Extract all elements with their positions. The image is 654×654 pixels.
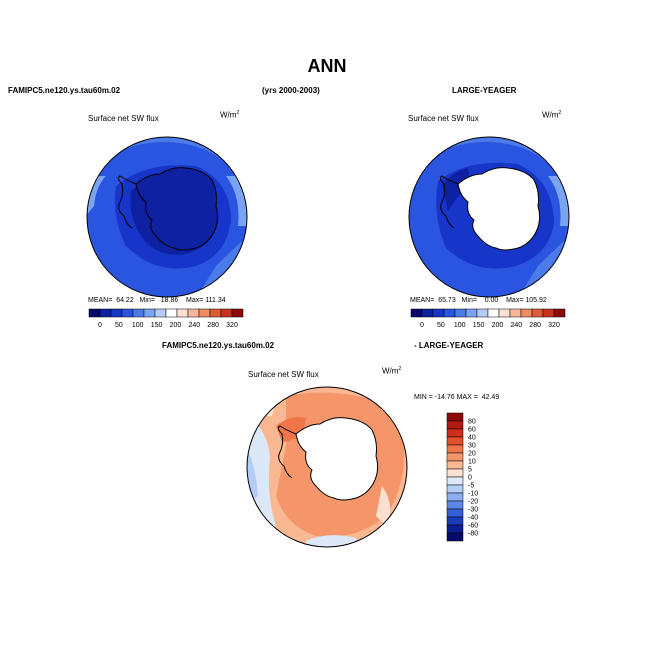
years-header: (yrs 2000-2003) — [262, 86, 320, 95]
diff-colorbar-box — [446, 444, 464, 454]
left-colorbar-tick: 50 — [115, 322, 123, 329]
right-polar-map — [408, 136, 570, 298]
left-colorbar-box — [121, 308, 134, 318]
diff-colorbar-box — [446, 524, 464, 534]
diff-case2-header: - LARGE-YEAGER — [414, 341, 484, 350]
left-colorbar-tick: 0 — [98, 322, 102, 329]
left-colorbar-box — [165, 308, 178, 318]
right-colorbar-tick: 200 — [492, 322, 504, 329]
left-colorbar-box — [209, 308, 222, 318]
diff-colorbar-box — [446, 420, 464, 430]
left-colorbar-box — [154, 308, 167, 318]
right-colorbar-box — [443, 308, 456, 318]
right-colorbar-box — [432, 308, 445, 318]
diff-colorbar-box — [446, 476, 464, 486]
left-colorbar-box — [88, 308, 101, 318]
right-colorbar-tick: 240 — [510, 322, 522, 329]
diff-colorbar-box — [446, 500, 464, 510]
diff-colorbar-tick: 0 — [468, 475, 472, 482]
diff-colorbar-box — [446, 468, 464, 478]
right-units-label: W/m2 — [542, 110, 562, 120]
right-colorbar-box — [498, 308, 511, 318]
right-colorbar-box — [553, 308, 566, 318]
diff-colorbar-tick: 30 — [468, 443, 476, 450]
left-colorbar-box — [143, 308, 156, 318]
diff-colorbar-box — [446, 460, 464, 470]
diff-colorbar-tick: -60 — [468, 523, 478, 530]
diff-colorbar-tick: 5 — [468, 467, 472, 474]
left-polar-map — [86, 136, 248, 298]
diff-colorbar-box — [446, 484, 464, 494]
case1-header: FAMIPC5.ne120.ys.tau60m.02 — [8, 86, 121, 95]
right-colorbar-box — [487, 308, 500, 318]
left-stats: MEAN= 64.22 Min= 18.86 Max= 111.34 — [88, 297, 226, 304]
right-colorbar-box — [410, 308, 423, 318]
diff-case1-header: FAMIPC5.ne120.ys.tau60m.02 — [162, 341, 275, 350]
diff-colorbar-tick: -30 — [468, 507, 478, 514]
diff-colorbar-tick: -5 — [468, 483, 474, 490]
right-colorbar-box — [465, 308, 478, 318]
diff-colorbar-tick: -20 — [468, 499, 478, 506]
right-colorbar-box — [454, 308, 467, 318]
diff-colorbar-tick: -10 — [468, 491, 478, 498]
left-colorbar-box — [187, 308, 200, 318]
right-colorbar-box — [421, 308, 434, 318]
left-variable-label: Surface net SW flux — [88, 114, 159, 123]
diff-stats: MIN = -14.76 MAX = 42.49 — [414, 394, 500, 401]
left-units-label: W/m2 — [220, 110, 240, 120]
diff-colorbar-tick: 40 — [468, 435, 476, 442]
diff-colorbar-box — [446, 532, 464, 542]
left-colorbar-box — [99, 308, 112, 318]
right-colorbar: 0 50 100 150 200 240 280 320 — [410, 308, 566, 329]
diff-colorbar-tick: -80 — [468, 531, 478, 538]
right-variable-label: Surface net SW flux — [408, 114, 479, 123]
right-colorbar-box — [531, 308, 544, 318]
diff-colorbar-tick: 80 — [468, 419, 476, 426]
diff-units-label: W/m2 — [382, 366, 402, 376]
diff-colorbar-box — [446, 492, 464, 502]
diff-colorbar-tick: 60 — [468, 427, 476, 434]
left-colorbar-box — [231, 308, 244, 318]
left-colorbar-tick: 200 — [170, 322, 182, 329]
left-colorbar-box — [132, 308, 145, 318]
diff-colorbar-box — [446, 508, 464, 518]
left-colorbar-box — [198, 308, 211, 318]
diff-colorbar-box — [446, 516, 464, 526]
right-colorbar-tick: 100 — [454, 322, 466, 329]
left-colorbar-tick: 280 — [207, 322, 219, 329]
diff-colorbar-tick: 10 — [468, 459, 476, 466]
diff-polar-map — [246, 386, 408, 548]
left-colorbar-tick: 240 — [188, 322, 200, 329]
figure-title: ANN — [307, 56, 347, 76]
right-colorbar-box — [509, 308, 522, 318]
diff-variable-label: Surface net SW flux — [248, 370, 319, 379]
left-colorbar-box — [110, 308, 123, 318]
diff-colorbar-box — [446, 428, 464, 438]
left-colorbar-tick: 320 — [226, 322, 238, 329]
diff-colorbar-box — [446, 412, 464, 422]
left-colorbar-box — [220, 308, 233, 318]
right-colorbar-tick: 280 — [529, 322, 541, 329]
diff-colorbar-tick: 20 — [468, 451, 476, 458]
right-colorbar-box — [520, 308, 533, 318]
right-colorbar-tick: 0 — [420, 322, 424, 329]
left-colorbar-tick: 100 — [132, 322, 144, 329]
right-colorbar-box — [542, 308, 555, 318]
case2-header: LARGE-YEAGER — [452, 86, 517, 95]
right-colorbar-tick: 150 — [473, 322, 485, 329]
diff-colorbar-box — [446, 436, 464, 446]
right-colorbar-box — [476, 308, 489, 318]
right-stats: MEAN= 65.73 Min= 0.00 Max= 105.92 — [410, 297, 547, 304]
left-colorbar-box — [176, 308, 189, 318]
diff-colorbar-box — [446, 452, 464, 462]
right-colorbar-tick: 50 — [437, 322, 445, 329]
right-colorbar-tick: 320 — [548, 322, 560, 329]
left-colorbar: 0 50 100 150 200 240 280 320 — [88, 308, 244, 329]
diff-colorbar-tick: -40 — [468, 515, 478, 522]
left-colorbar-tick: 150 — [151, 322, 163, 329]
